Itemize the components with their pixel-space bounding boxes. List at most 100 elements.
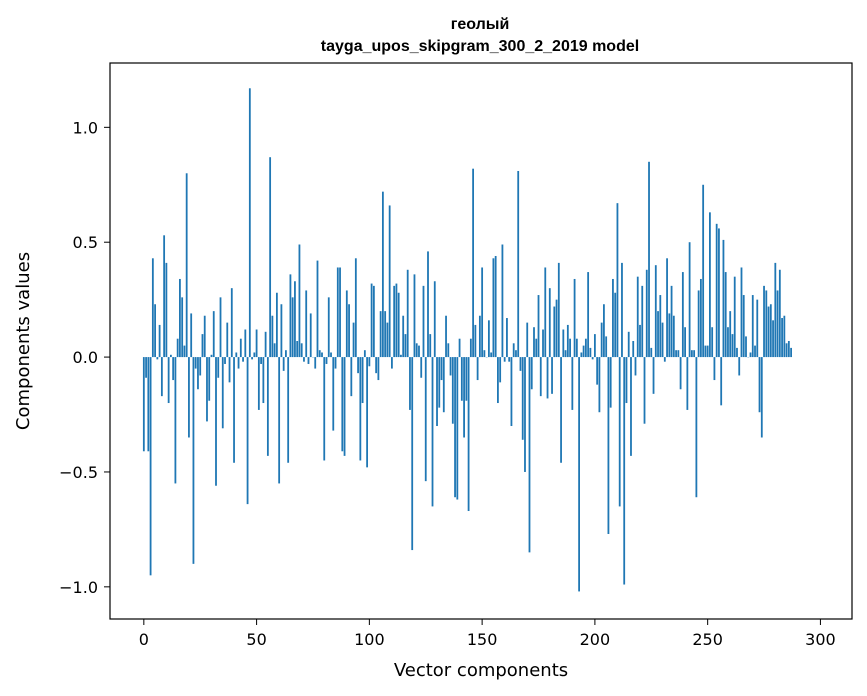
bar (616, 203, 619, 358)
bar (575, 338, 578, 358)
bar (756, 299, 759, 358)
bar (749, 352, 752, 358)
bar (634, 357, 637, 376)
bar (512, 343, 515, 358)
bar (359, 357, 362, 461)
bar (758, 357, 761, 413)
bar (600, 322, 603, 358)
bar (562, 329, 565, 358)
bar (246, 357, 249, 505)
bar (675, 350, 677, 358)
bar (603, 304, 605, 358)
y-tick-label: 0.5 (73, 233, 98, 252)
bar (571, 357, 574, 410)
bar (630, 357, 632, 456)
bar (269, 157, 272, 358)
bar (548, 288, 551, 358)
bar (593, 334, 596, 358)
bar (449, 357, 452, 376)
bar (774, 262, 777, 358)
bar (668, 313, 671, 358)
bar (582, 345, 585, 358)
bar (690, 350, 693, 358)
bar (183, 345, 186, 358)
bar (145, 357, 147, 378)
bar (697, 290, 700, 358)
bar (388, 205, 391, 358)
bar (280, 304, 283, 358)
bar (607, 357, 610, 534)
bar (418, 345, 420, 358)
bar (393, 285, 396, 358)
bar (409, 357, 411, 410)
bar (688, 242, 691, 358)
bar (560, 357, 562, 463)
chart-title-line2: tayga_upos_skipgram_300_2_2019 model (321, 38, 639, 55)
bar (377, 357, 380, 381)
bar (580, 352, 583, 358)
bar (785, 343, 788, 358)
bar (738, 357, 741, 376)
bar (501, 244, 504, 358)
bar (442, 357, 445, 413)
bar (445, 315, 447, 358)
bar (767, 306, 770, 358)
bar (208, 357, 211, 401)
bar (754, 345, 756, 358)
bar (169, 354, 172, 358)
bar (154, 304, 156, 358)
bar (778, 269, 781, 358)
bar (722, 239, 725, 358)
bar (321, 352, 323, 358)
y-tick-label: −1.0 (59, 578, 98, 597)
bar (542, 329, 544, 358)
bar (769, 304, 772, 358)
bar (165, 262, 168, 358)
bar (553, 306, 556, 358)
bar (242, 357, 244, 362)
bar (510, 357, 513, 427)
bar (497, 357, 499, 404)
x-axis: 0 50 100 150 200 250 300 (139, 619, 836, 649)
bar (474, 324, 477, 358)
bar (661, 322, 664, 358)
bar (467, 357, 470, 512)
bar (745, 336, 747, 358)
bar (219, 297, 222, 358)
bar (336, 267, 339, 358)
bar (298, 244, 301, 358)
bar (451, 357, 454, 424)
bar (587, 272, 590, 358)
bar (589, 347, 592, 358)
bar (643, 357, 646, 424)
bar (318, 350, 321, 358)
bar (557, 262, 560, 358)
bar (490, 352, 493, 358)
bar (262, 357, 265, 404)
bar (555, 299, 558, 358)
bar (494, 255, 497, 358)
bar (354, 258, 357, 358)
bar (253, 352, 256, 358)
bar (206, 357, 208, 422)
bar (715, 223, 718, 358)
bar (614, 292, 617, 358)
bar (372, 285, 375, 358)
bar (526, 322, 529, 358)
bar (584, 338, 587, 358)
bar (221, 357, 224, 429)
bar (736, 347, 738, 358)
x-axis-label: Vector components (394, 660, 568, 681)
y-tick-label: 0.0 (73, 348, 98, 367)
bar (391, 357, 393, 369)
bar (172, 357, 175, 381)
bar (397, 292, 400, 358)
bar (751, 295, 754, 358)
bar (199, 357, 202, 376)
bar (309, 313, 312, 358)
bars-group (142, 88, 792, 592)
bar (670, 285, 673, 358)
x-tick-label: 200 (580, 630, 611, 649)
bar (456, 357, 459, 500)
bar (645, 269, 648, 358)
